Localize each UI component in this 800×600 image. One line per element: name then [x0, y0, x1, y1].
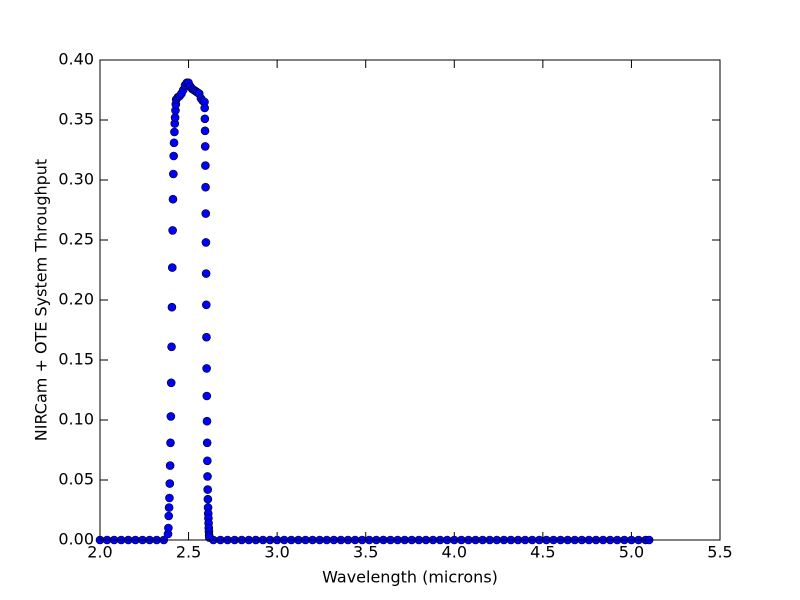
data-point — [166, 438, 175, 448]
data-point — [166, 412, 176, 421]
x-tick-label: 4.5 — [530, 543, 555, 562]
data-point — [167, 302, 177, 312]
y-tick-label: 0.25 — [58, 230, 94, 249]
data-point — [169, 169, 178, 179]
x-tick-label: 4.0 — [442, 543, 467, 562]
data-point — [165, 479, 175, 488]
y-tick-label: 0.00 — [58, 530, 94, 549]
data-point — [170, 127, 179, 137]
data-point — [164, 511, 174, 521]
data-point — [165, 493, 174, 503]
data-point — [200, 114, 210, 124]
data-point — [201, 182, 210, 192]
data-point — [167, 342, 176, 352]
data-point — [202, 391, 212, 401]
data-point — [200, 103, 209, 113]
data-point — [168, 226, 177, 235]
data-point — [164, 503, 174, 512]
data-point — [169, 138, 179, 148]
data-point — [203, 472, 212, 481]
data-point — [203, 456, 212, 466]
data-point — [165, 461, 175, 470]
y-tick-label: 0.40 — [58, 50, 94, 69]
data-point — [201, 209, 211, 218]
data-point — [200, 126, 210, 136]
x-tick-label: 2.5 — [176, 543, 201, 562]
data-point — [166, 378, 176, 388]
data-point — [170, 113, 180, 122]
data-point — [202, 438, 212, 448]
data-point — [201, 269, 211, 278]
plot-frame — [99, 59, 721, 541]
data-point — [164, 523, 173, 533]
x-tick-label: 5.0 — [619, 543, 644, 562]
data-point — [201, 300, 211, 310]
data-point — [200, 142, 210, 151]
data-point — [201, 238, 211, 247]
data-point — [203, 494, 213, 504]
data-point — [202, 332, 211, 342]
data-point — [202, 364, 211, 373]
data-point — [168, 194, 178, 204]
x-tick-label: 3.0 — [264, 543, 289, 562]
data-point — [203, 485, 213, 494]
x-tick-label: 3.5 — [353, 543, 378, 562]
x-tick-label: 5.5 — [707, 543, 732, 562]
y-tick-label: 0.15 — [58, 350, 94, 369]
y-axis-label: NIRCam + OTE System Throughput — [32, 159, 51, 441]
y-tick-label: 0.10 — [58, 410, 94, 429]
x-axis-label: Wavelength (microns) — [322, 568, 498, 587]
data-point — [202, 416, 212, 426]
y-tick-label: 0.35 — [58, 110, 94, 129]
data-point — [201, 161, 210, 170]
y-tick-label: 0.05 — [58, 470, 94, 489]
x-tick-label: 2.0 — [87, 543, 112, 562]
y-tick-label: 0.20 — [58, 290, 94, 309]
data-point — [167, 263, 177, 272]
y-tick-label: 0.30 — [58, 170, 94, 189]
data-point — [169, 151, 178, 161]
